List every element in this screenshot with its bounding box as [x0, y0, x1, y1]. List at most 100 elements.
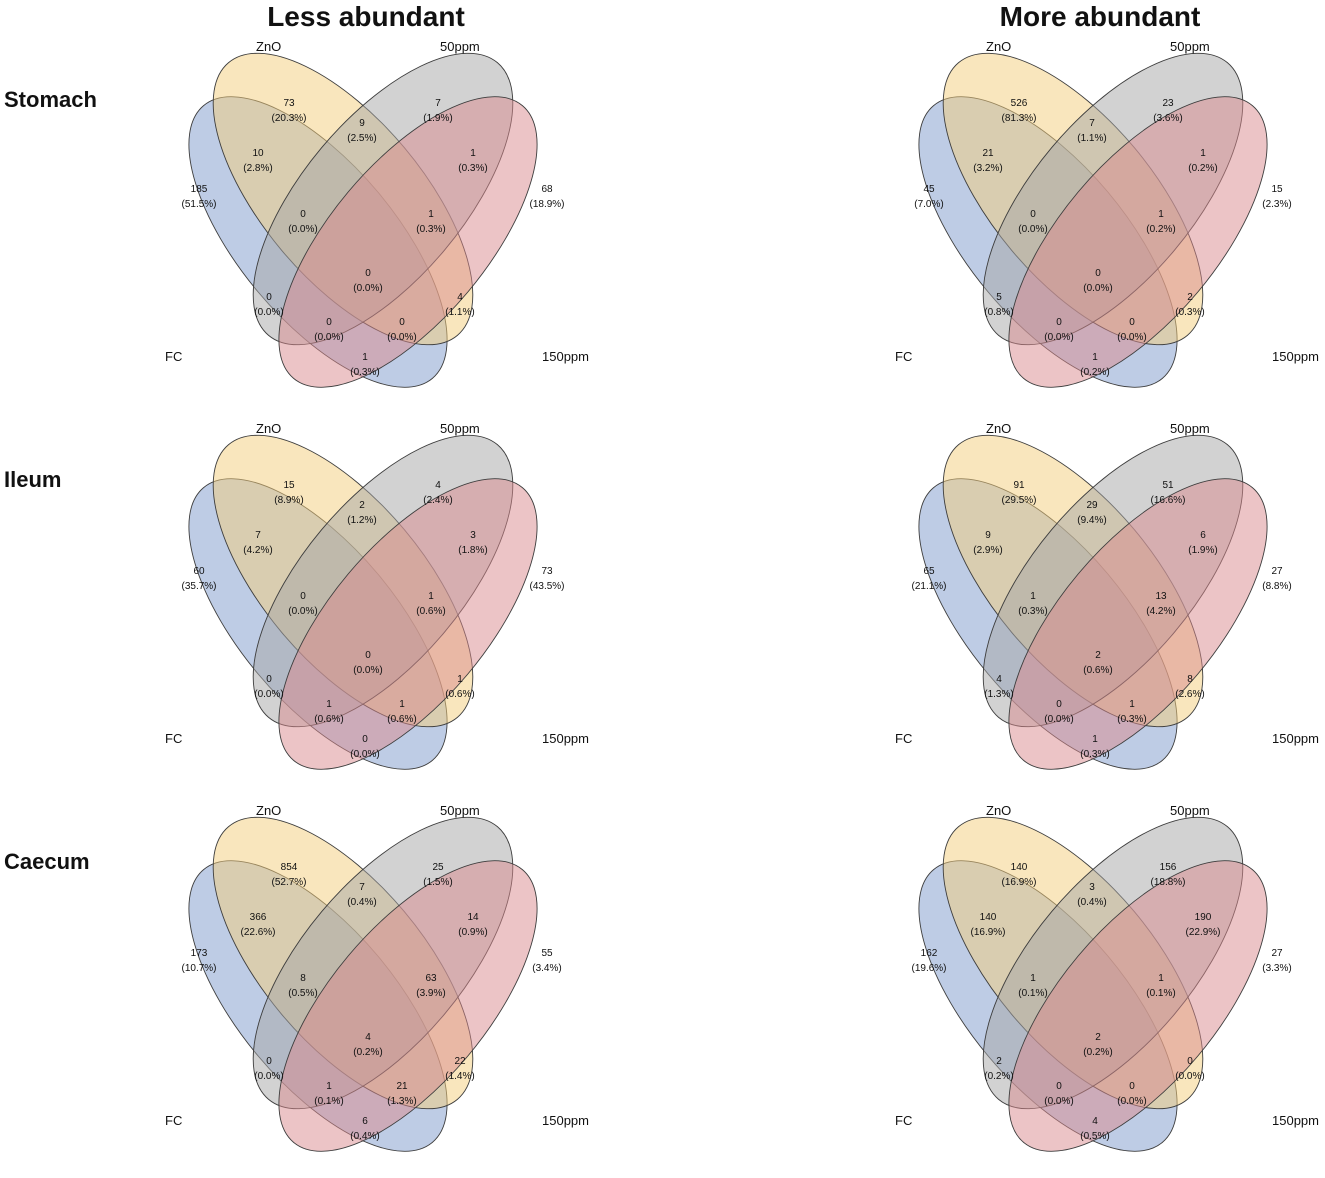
region-percent: (8.8%) [1262, 581, 1292, 592]
region-percent: (0.0%) [387, 332, 417, 343]
region-percent: (0.3%) [1117, 714, 1147, 725]
region-percent: (9.4%) [1077, 515, 1107, 526]
region-percent: (22.6%) [240, 927, 276, 938]
region-all: 4 (0.2%) [333, 1030, 403, 1060]
region-percent: (0.0%) [1044, 714, 1074, 725]
region-count: 27 [1271, 948, 1283, 959]
ellipse-150ppm [1008, 860, 1268, 1152]
region-percent: (0.5%) [288, 988, 318, 999]
region-percent: (1.3%) [387, 1096, 417, 1107]
region-fc-zno-150: 0 (0.0%) [294, 315, 364, 345]
region-count: 3 [470, 530, 476, 541]
region-zno-150: 1 (0.6%) [425, 672, 495, 702]
region-count: 8 [300, 973, 306, 984]
region-zno-only: 15 (8.9%) [254, 478, 324, 508]
region-count: 0 [365, 268, 371, 279]
region-fc-50-150: 0 (0.0%) [1097, 315, 1167, 345]
region-count: 1 [399, 699, 405, 710]
region-fc-zno: 140 (16.9%) [953, 910, 1023, 940]
region-count: 9 [359, 118, 365, 129]
region-percent: (0.2%) [984, 1071, 1014, 1082]
region-percent: (0.0%) [1044, 332, 1074, 343]
region-zno-150: 2 (0.3%) [1155, 290, 1225, 320]
region-count: 1 [1158, 973, 1164, 984]
region-zno-50-150: 1 (0.1%) [1126, 971, 1196, 1001]
region-percent: (0.0%) [314, 332, 344, 343]
region-zno-150: 4 (1.1%) [425, 290, 495, 320]
region-percent: (0.2%) [353, 1047, 383, 1058]
region-count: 0 [300, 591, 306, 602]
region-count: 7 [255, 530, 261, 541]
region-percent: (0.1%) [314, 1096, 344, 1107]
region-count: 4 [435, 480, 441, 491]
region-count: 1 [326, 1081, 332, 1092]
region-all: 2 (0.2%) [1063, 1030, 1133, 1060]
region-count: 1 [1129, 699, 1135, 710]
venn-panel-ileum-more: ZnO 50ppm FC 150ppm 91 (29.5%) 51 (16.6%) 9 (2.9%… [858, 416, 1325, 796]
region-percent: (2.6%) [1175, 689, 1205, 700]
row-title-stomach: Stomach [4, 87, 97, 112]
region-percent: (1.2%) [347, 515, 377, 526]
region-count: 73 [541, 566, 553, 577]
region-percent: (0.0%) [288, 606, 318, 617]
region-fc-zno-50: 0 (0.0%) [268, 589, 338, 619]
region-percent: (1.5%) [423, 877, 453, 888]
region-fc-50: 0 (0.0%) [234, 290, 304, 320]
region-count: 4 [457, 292, 463, 303]
ellipse-150ppm [1008, 96, 1268, 388]
region-count: 6 [1200, 530, 1206, 541]
region-percent: (1.1%) [1077, 133, 1107, 144]
region-percent: (8.9%) [274, 495, 304, 506]
region-count: 6 [362, 1116, 368, 1127]
region-fc-zno-150: 0 (0.0%) [1024, 315, 1094, 345]
region-fc-50: 5 (0.8%) [964, 290, 1034, 320]
region-percent: (16.9%) [1001, 877, 1037, 888]
region-percent: (2.8%) [243, 163, 273, 174]
region-count: 10 [252, 148, 264, 159]
venn-panel-stomach-more: ZnO 50ppm FC 150ppm 526 (81.3%) 23 (3.6%) 21 (3.2… [858, 34, 1325, 414]
venn-panel-ileum-less: ZnO 50ppm FC 150ppm 15 (8.9%) 4 (2.4%) 7 (4.2%) 2 (… [128, 416, 598, 796]
region-count: 4 [1092, 1116, 1098, 1127]
region-count: 140 [979, 912, 997, 923]
set-label-150ppm: 150ppm [1272, 1113, 1319, 1128]
region-count: 1 [362, 352, 368, 363]
region-count: 1 [1092, 734, 1098, 745]
region-zno-150: 0 (0.0%) [1155, 1054, 1225, 1084]
region-ppm50-150: 190 (22.9%) [1168, 910, 1238, 940]
region-count: 13 [1155, 591, 1167, 602]
region-fc-zno: 7 (4.2%) [223, 528, 293, 558]
region-count: 1 [326, 699, 332, 710]
region-fc-50: 4 (1.3%) [964, 672, 1034, 702]
set-label-fc: FC [895, 349, 913, 364]
region-percent: (0.3%) [1175, 307, 1205, 318]
venn-svg-stomach-more [918, 52, 1268, 388]
region-percent: (1.1%) [445, 307, 475, 318]
set-label-zno: ZnO [986, 803, 1012, 818]
region-percent: (3.2%) [973, 163, 1003, 174]
region-ppm50-only: 23 (3.6%) [1133, 96, 1203, 126]
row-title-caecum: Caecum [4, 849, 90, 874]
ellipse-150ppm [278, 478, 538, 770]
region-percent: (0.6%) [445, 689, 475, 700]
region-count: 0 [266, 674, 272, 685]
column-title-less-abundant: Less abundant [267, 1, 465, 32]
venn-panel-caecum-more: ZnO 50ppm FC 150ppm 140 (16.9%) 156 (18.8%) 140(… [858, 798, 1325, 1178]
region-count: 1 [428, 209, 434, 220]
region-percent: (0.0%) [353, 283, 383, 294]
region-percent: (0.3%) [1018, 606, 1048, 617]
region-percent: (0.0%) [353, 665, 383, 676]
region-percent: (0.0%) [1083, 283, 1113, 294]
region-percent: (0.2%) [1080, 367, 1110, 378]
region-zno-only: 73 (20.3%) [254, 96, 324, 126]
region-percent: (0.2%) [1146, 224, 1176, 235]
region-count: 91 [1013, 480, 1025, 491]
region-fc-50-150: 1 (0.3%) [1097, 697, 1167, 727]
region-zno-50-150: 13 (4.2%) [1126, 589, 1196, 619]
set-label-50ppm: 50ppm [1170, 39, 1210, 54]
region-percent: (0.6%) [416, 606, 446, 617]
region-count: 1 [1092, 352, 1098, 363]
region-percent: (2.3%) [1262, 199, 1292, 210]
region-count: 0 [362, 734, 368, 745]
region-count: 366 [249, 912, 267, 923]
set-label-50ppm: 50ppm [1170, 803, 1210, 818]
